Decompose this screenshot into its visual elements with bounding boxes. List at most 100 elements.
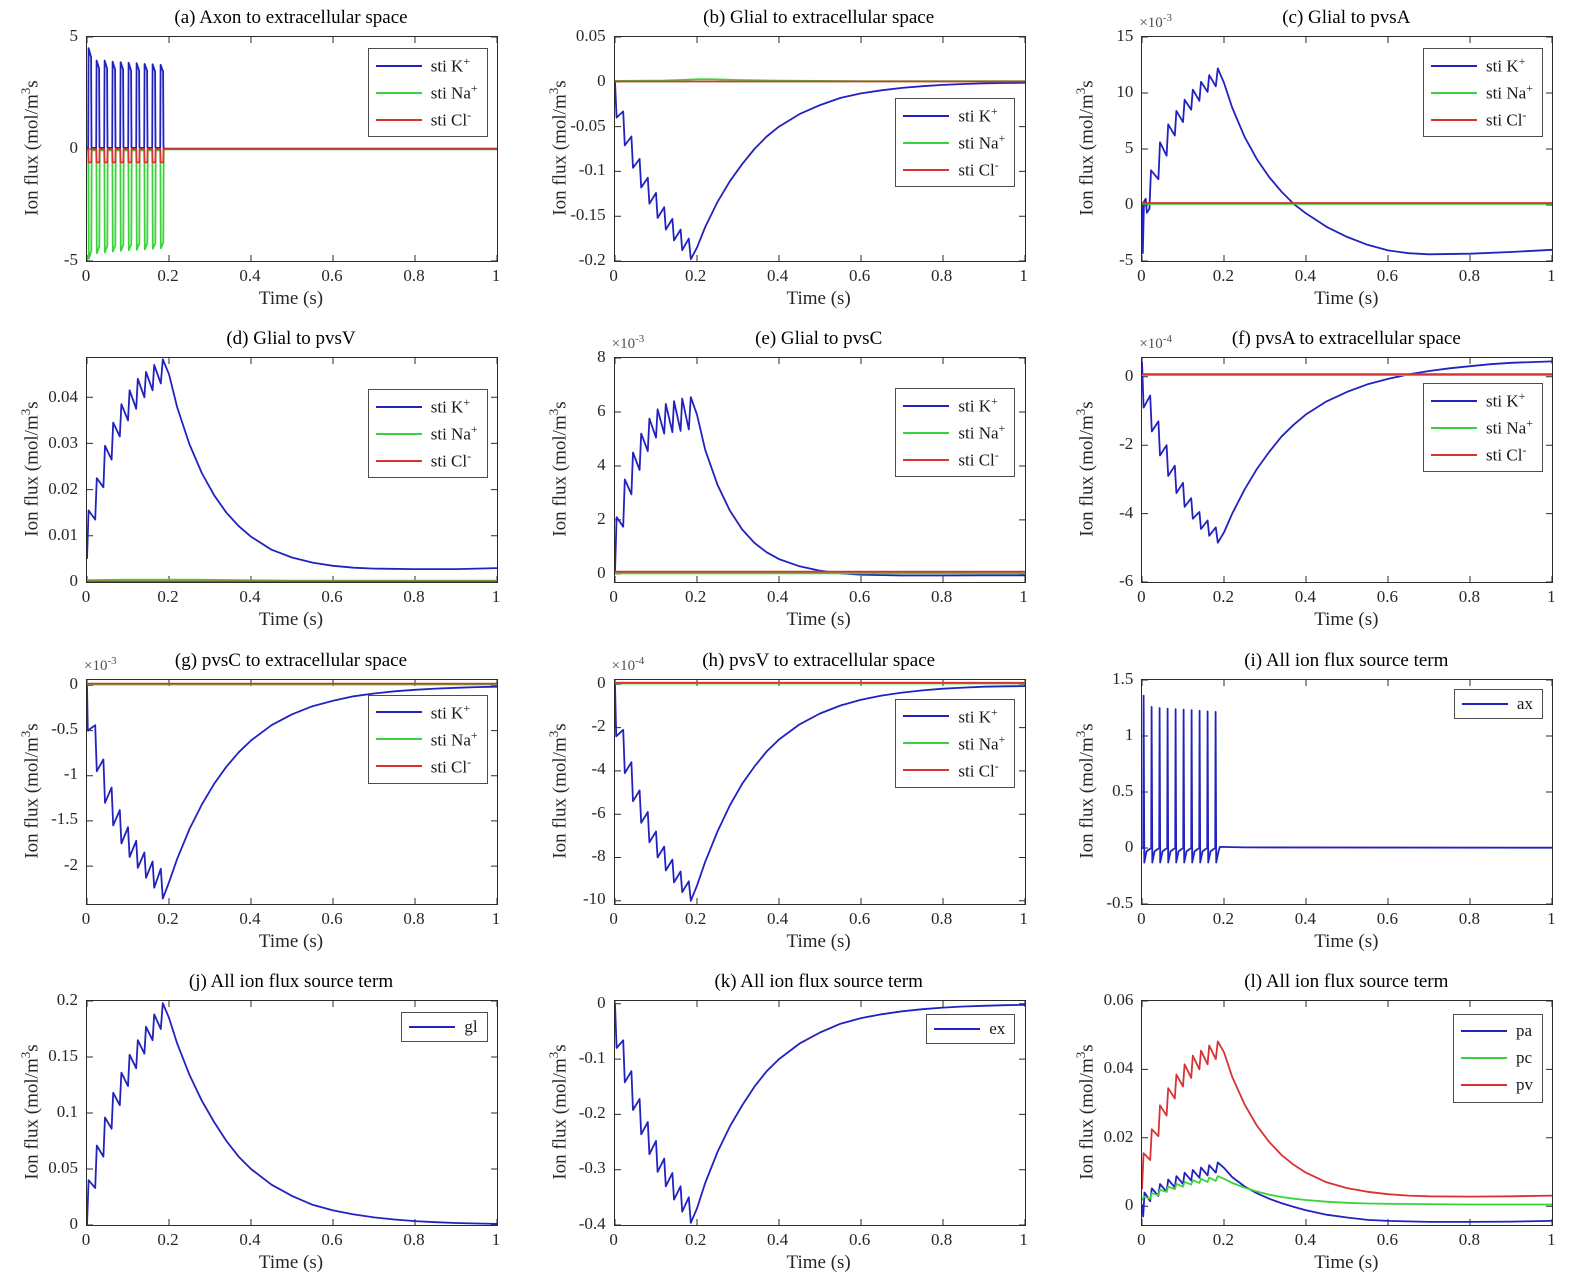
x-tick-label: 1 [1547,908,1556,928]
plot-title: (i) All ion flux source term [1244,649,1449,671]
legend-line-sample [375,405,422,408]
x-tick-label: 0.4 [239,266,261,285]
y-tick-label: 5 [1124,138,1134,157]
x-tick-label: 0.8 [403,587,425,607]
x-tick-label: 0.6 [1376,587,1398,607]
legend-entry: sti Na+ [375,420,478,447]
x-tick-label: 0.2 [157,908,179,928]
y-tick-label: 6 [597,401,606,421]
legend-line-sample [1460,1057,1507,1060]
legend-label-sup: - [467,449,472,464]
series-sti-k- [1142,360,1553,544]
legend-label: sti K+ [431,54,470,77]
x-tick-label: 0.8 [403,908,425,928]
legend-label-text: sti K [1486,392,1519,412]
scale-base: ×10 [84,657,108,674]
x-tick-label: 0.2 [157,1229,179,1249]
series-pv [1142,1040,1553,1198]
legend-line-sample [375,91,422,94]
legend-entry: pa [1460,1018,1533,1045]
scale-base: ×10 [1139,15,1163,31]
subplot-e: (e) Glial to pvsC ×10-3 Ion flux (mol/m3s 0… [528,321,1056,642]
legend-line-sample [903,141,950,144]
plot-title: (d) Glial to pvsV [226,328,356,350]
legend-entry: ex [934,1018,1005,1040]
y-tick-label: 0.02 [1103,1126,1134,1146]
legend-entry: sti K+ [903,392,1005,419]
x-axis-label: Time (s) [1314,609,1379,631]
x-tick-label: 0.8 [403,1229,425,1249]
y-tick-label: -0.15 [570,205,606,225]
legend-line-sample [375,711,422,713]
legend-label-sup: - [1522,108,1527,123]
subplot-d: (d) Glial to pvsV Ion flux (mol/m3s 0 0.01 0… [0,321,528,642]
legend-entry: pc [1460,1045,1533,1072]
legend-label: pv [1516,1075,1533,1095]
subplot-a: (a) Axon to extracellular space Ion flux … [0,0,528,321]
tick-marks [87,1000,497,1225]
x-axis-label: Time (s) [1314,288,1379,309]
x-tick-label: 0.8 [403,266,425,285]
legend-label-text: sti K [958,397,991,417]
plot-canvas [614,37,1025,261]
y-tick-label: -0.5 [1106,892,1134,912]
y-tick-label: 0 [597,672,606,692]
plot-canvas [1142,37,1553,261]
y-axis-scale-label: ×10-3 [84,655,117,675]
legend-label: sti K+ [431,395,470,418]
legend-line-sample [1431,118,1478,121]
scale-exponent: -4 [1162,333,1172,346]
series-sti-k- [87,358,497,571]
plot-title: (l) All ion flux source term [1244,970,1449,992]
plot-title: (e) Glial to pvsC [755,328,883,350]
legend: ex [926,1013,1016,1044]
series-sti-k- [87,47,497,150]
x-tick-label: 0.4 [767,1229,789,1249]
y-tick-label: 15 [1116,26,1134,45]
legend-line-sample [903,458,950,461]
y-tick-label: 8 [597,347,606,367]
x-tick-label: 1 [1547,1229,1556,1249]
series-gl [87,1002,497,1225]
legend-label-text: sti Cl [430,452,468,472]
plot-canvas [87,1000,497,1225]
legend-line-sample [375,432,422,435]
x-tick-label: 0.8 [1458,908,1480,928]
y-tick-label: -8 [591,845,606,865]
series-ex [614,1003,1025,1224]
y-axis-label-post: s [1076,401,1098,410]
x-tick-label: 0.6 [849,908,871,928]
legend-entry: gl [409,1016,478,1038]
legend-label-text: sti Na [430,425,471,445]
legend-line-sample [903,114,950,117]
x-tick-label: 0.2 [1212,587,1234,607]
legend-label-text: sti K [430,56,464,76]
legend-entry: pv [1460,1072,1533,1099]
plot-canvas [1142,358,1553,583]
legend-label-text: sti Na [958,133,999,153]
legend-line-sample [1431,426,1478,429]
x-tick-label: 0.4 [239,908,261,928]
legend-entry: sti Na+ [375,79,478,106]
legend-label: sti Na+ [1486,416,1533,439]
legend-line-sample [1431,64,1478,67]
legend-label-sup: + [470,81,478,96]
plot-title: (j) All ion flux source term [188,970,394,992]
series-sti-k- [87,684,497,900]
plot-title: (k) All ion flux source term [714,970,923,992]
legend: sti K+ sti Na+ sti Cl- [895,98,1016,187]
legend: sti K+ sti Na+ sti Cl- [367,694,488,784]
x-tick-label: 0 [81,1229,91,1249]
legend-label: sti K+ [958,104,997,127]
y-tick-label: 0.5 [1112,780,1134,800]
legend-entry: sti Na+ [1431,79,1533,106]
legend-entry: sti Na+ [903,419,1005,446]
x-axis-label: Time (s) [258,288,324,309]
x-tick-label: 1 [1019,266,1028,285]
y-tick-label: 0 [1124,836,1134,856]
legend-line-sample [1431,91,1478,94]
y-tick-label: -0.3 [578,1158,606,1178]
legend-label-sup: - [467,754,472,769]
legend-line-sample [375,765,422,767]
x-tick-label: 0.8 [931,266,953,285]
